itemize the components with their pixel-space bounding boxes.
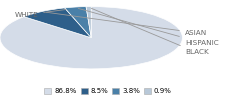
Wedge shape [24, 8, 91, 38]
Wedge shape [65, 7, 91, 38]
Text: WHITE: WHITE [14, 10, 66, 18]
Wedge shape [0, 7, 182, 69]
Text: BLACK: BLACK [91, 8, 209, 56]
Wedge shape [86, 7, 91, 38]
Text: HISPANIC: HISPANIC [78, 8, 219, 46]
Legend: 86.8%, 8.5%, 3.8%, 0.9%: 86.8%, 8.5%, 3.8%, 0.9% [42, 85, 174, 97]
Text: ASIAN: ASIAN [46, 12, 207, 36]
